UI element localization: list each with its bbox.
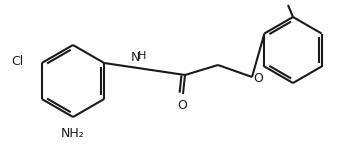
Text: NH₂: NH₂ [61, 127, 85, 140]
Text: Cl: Cl [12, 55, 24, 67]
Text: H: H [138, 51, 146, 61]
Text: O: O [253, 71, 263, 85]
Text: N: N [131, 51, 140, 64]
Text: O: O [177, 99, 187, 112]
